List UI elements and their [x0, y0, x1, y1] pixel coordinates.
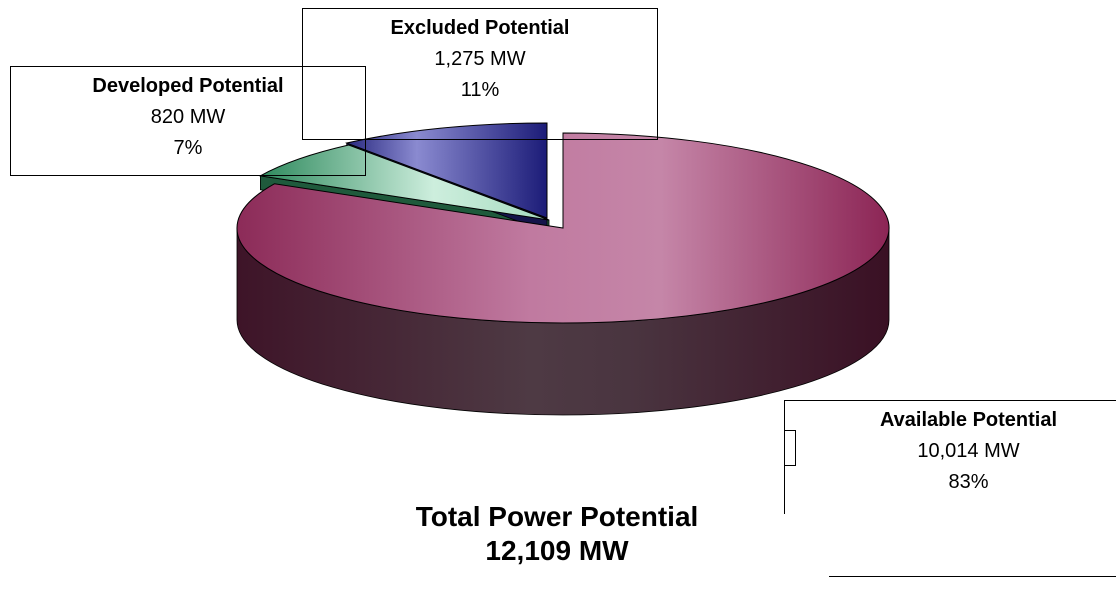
slice-percent-developed: 7% — [173, 137, 203, 159]
slice-developed — [258, 144, 550, 221]
slice-value-available: 10,014 MW — [917, 440, 1020, 462]
chart-title-block: Total Power Potential 12,109 MW — [0, 500, 1116, 568]
chart-title: Total Power Potential — [415, 501, 699, 532]
slice-available — [236, 132, 890, 324]
pie-slices — [236, 122, 890, 416]
data-label-excluded: Excluded Potential 1,275 MW 11% — [302, 8, 658, 140]
slice-name-developed: Developed Potential — [92, 75, 284, 97]
data-label-developed: Developed Potential 820 MW 7% — [10, 66, 366, 176]
slice-name-available: Available Potential — [879, 409, 1058, 431]
slice-value-excluded: 1,275 MW — [434, 48, 526, 70]
slice-percent-excluded: 11% — [460, 79, 500, 101]
divider-line — [829, 576, 1116, 577]
slice-value-developed: 820 MW — [150, 106, 226, 128]
data-label-available: Available Potential 10,014 MW 83% — [784, 400, 1116, 514]
chart-subtitle: 12,109 MW — [485, 535, 629, 566]
label-leader-mark — [784, 430, 796, 466]
slice-percent-available: 83% — [948, 471, 989, 493]
slice-excluded — [344, 122, 548, 219]
slice-name-excluded: Excluded Potential — [390, 17, 570, 39]
